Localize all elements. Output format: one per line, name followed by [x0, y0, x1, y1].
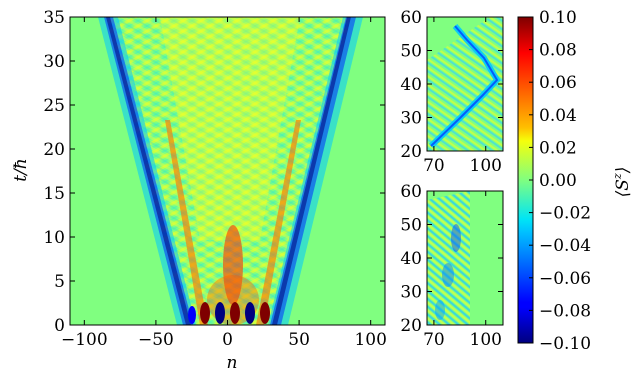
colorbar-tick-label: −0.08 — [539, 301, 591, 321]
inset-bottom-y-ticks: 20 30 40 50 60 — [400, 182, 503, 336]
inset-bottom-panel: 70 100 20 30 40 50 60 — [400, 182, 504, 350]
inset-bottom-heatmap-texture — [427, 191, 470, 325]
main-y-tick-label: 20 — [43, 140, 65, 160]
main-x-tick-label: 50 — [288, 330, 310, 350]
main-y-tick-label: 5 — [54, 272, 65, 292]
main-x-axis-label: n — [227, 353, 238, 373]
inset-bottom-x-tick-label: 100 — [470, 330, 502, 350]
colorbar-tick-label: −0.04 — [539, 236, 591, 256]
main-y-ticks: 0 5 10 15 20 25 30 35 — [43, 8, 385, 336]
inset-top-y-tick-label: 40 — [400, 75, 422, 95]
source-blobs — [188, 302, 270, 324]
inset-bottom-y-tick-label: 30 — [400, 283, 422, 303]
inset-top-heatmap-texture — [427, 17, 503, 151]
inset-bottom-y-tick-label: 40 — [400, 249, 422, 269]
colorbar-tick-label: 0.00 — [539, 171, 577, 191]
main-y-tick-label: 10 — [43, 228, 65, 248]
inset-bottom-y-tick-label: 20 — [400, 316, 422, 336]
colorbar-ticks: 0.10 0.08 0.06 0.04 0.02 0.00 −0.02 −0.04 −0.06 −… — [529, 8, 591, 354]
colorbar-tick-label: 0.10 — [539, 8, 577, 28]
inset-bottom-x-ticks: 70 100 — [423, 191, 502, 350]
inset-top-y-tick-label: 60 — [400, 8, 422, 28]
colorbar-label-end: ⟩ — [613, 167, 633, 175]
colorbar-label: ⟨Sz⟩ — [611, 167, 633, 198]
colorbar-tick-label: −0.06 — [539, 269, 591, 289]
inset-top-x-tick-label: 100 — [470, 156, 502, 176]
main-y-tick-label: 30 — [43, 52, 65, 72]
colorbar-tick-label: 0.06 — [539, 73, 577, 93]
inset-top-panel: 70 100 20 30 40 50 60 — [400, 8, 504, 176]
colorbar-tick-label: −0.10 — [539, 334, 591, 354]
inset-top-y-tick-label: 20 — [400, 142, 422, 162]
colorbar-tick-label: −0.02 — [539, 204, 591, 224]
main-y-tick-label: 15 — [43, 184, 65, 204]
colorbar-tick-label: 0.04 — [539, 106, 577, 126]
colorbar-tick-label: 0.08 — [539, 41, 577, 61]
main-panel: −100 −50 0 50 100 0 5 10 15 20 25 30 35 n t/ħ — [11, 8, 387, 373]
main-y-tick-label: 25 — [43, 96, 65, 116]
colorbar-label-sup: z — [611, 173, 624, 180]
colorbar: 0.10 0.08 0.06 0.04 0.02 0.00 −0.02 −0.04 −0.06 −… — [517, 8, 633, 354]
colorbar-label-start: ⟨S — [613, 179, 633, 197]
main-x-tick-label: −100 — [61, 330, 108, 350]
main-y-axis-label: t/ħ — [11, 158, 31, 182]
main-y-tick-label: 35 — [43, 8, 65, 28]
inset-bottom-y-tick-label: 50 — [400, 216, 422, 236]
colorbar-tick-label: 0.02 — [539, 138, 577, 158]
inset-top-y-tick-label: 30 — [400, 109, 422, 129]
inset-top-x-tick-label: 70 — [423, 156, 445, 176]
main-x-tick-label: 100 — [354, 330, 386, 350]
main-x-tick-label: −50 — [138, 330, 174, 350]
inset-top-x-ticks: 70 100 — [423, 17, 502, 176]
main-x-tick-label: 0 — [222, 330, 233, 350]
main-x-ticks: −100 −50 0 50 100 — [61, 17, 387, 350]
inset-top-y-ticks: 20 30 40 50 60 — [400, 8, 503, 162]
inset-bottom-x-tick-label: 70 — [423, 330, 445, 350]
main-y-tick-label: 0 — [54, 316, 65, 336]
inset-bottom-y-tick-label: 60 — [400, 182, 422, 202]
inset-top-y-tick-label: 50 — [400, 42, 422, 62]
main-heatmap-texture — [98, 17, 363, 325]
